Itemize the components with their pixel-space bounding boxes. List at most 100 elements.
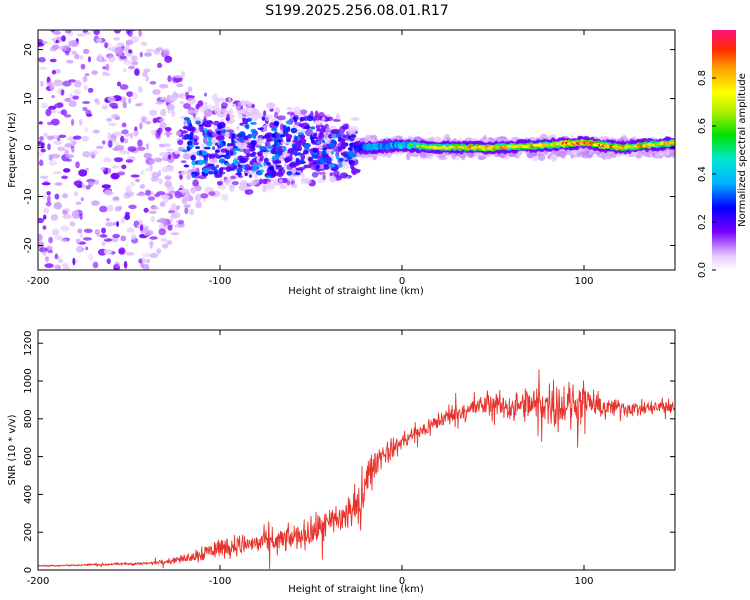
spectral-blob <box>122 101 127 109</box>
spectral-blob <box>179 101 185 105</box>
spectral-blob <box>38 233 43 242</box>
spectral-cluster <box>251 143 255 149</box>
spectral-blob <box>40 102 49 109</box>
spectral-cluster <box>290 127 298 134</box>
spectral-blob <box>279 123 285 131</box>
spectral-cluster <box>252 134 257 139</box>
spectral-blob <box>66 158 72 162</box>
spectral-blob <box>54 182 63 186</box>
spectral-blob <box>229 185 235 192</box>
colorbar-ticks: 0.0 0.2 0.4 0.6 0.8 <box>697 70 716 278</box>
spectral-blob <box>301 173 305 178</box>
spectral-cluster <box>274 141 278 147</box>
spectral-blob <box>107 47 115 51</box>
spectral-blob <box>86 113 93 117</box>
spectral-blob <box>121 129 129 134</box>
spectral-blob <box>101 241 106 247</box>
spectral-blob <box>192 165 196 171</box>
spectral-blob <box>96 38 103 43</box>
spectral-blob <box>99 205 108 213</box>
spectral-blob <box>156 47 164 52</box>
spectral-blob <box>62 214 72 220</box>
spectral-blob <box>286 180 291 186</box>
y-tick-label: 400 <box>23 485 34 504</box>
spectral-blob <box>311 171 319 178</box>
spectral-ridge <box>181 115 675 178</box>
spectral-blob <box>61 44 71 49</box>
spectral-blob <box>142 71 148 78</box>
spectral-cluster <box>265 134 271 138</box>
spectral-cluster <box>250 121 257 125</box>
x-tick-label: -200 <box>27 576 50 587</box>
spectral-blob <box>243 148 251 155</box>
spectral-cluster <box>207 132 212 137</box>
spectral-blob <box>113 30 121 34</box>
spectral-blob <box>87 56 92 63</box>
spectral-blob <box>159 201 166 207</box>
spectral-cluster <box>229 142 236 147</box>
spectral-blob <box>152 117 158 124</box>
spectral-blob <box>52 171 62 175</box>
spectral-blob <box>61 175 69 180</box>
spectral-blob <box>326 114 330 118</box>
spectral-blob <box>110 172 120 180</box>
spectral-cluster <box>282 127 288 133</box>
spectral-blob <box>162 198 169 203</box>
spectral-blob <box>101 104 109 110</box>
spectral-blob <box>105 63 110 71</box>
spectral-blob <box>131 233 137 241</box>
spectral-blob <box>175 130 182 136</box>
spectral-blob <box>65 23 70 28</box>
spectral-blob <box>123 59 132 66</box>
colorbar-label: Normalized spectral amplitude <box>737 73 748 227</box>
spectral-blob <box>208 191 216 197</box>
spectral-blob <box>134 126 138 131</box>
spectral-blob <box>86 178 96 183</box>
spectral-blob <box>187 97 196 105</box>
spectral-cluster <box>251 151 257 155</box>
spectral-cluster <box>321 150 327 156</box>
spectral-cluster <box>225 150 230 156</box>
y-tick-label: 1000 <box>23 368 34 393</box>
spectral-cluster <box>191 173 196 178</box>
spectral-cluster <box>328 163 336 168</box>
spectral-blob <box>42 207 50 214</box>
spectral-blob <box>106 258 111 265</box>
colorbar-tick-label: 0.8 <box>697 70 708 86</box>
spectral-cluster <box>231 137 235 143</box>
spectral-cluster <box>271 133 276 139</box>
spectral-cluster <box>237 155 244 161</box>
spectral-blob <box>82 48 90 55</box>
spectral-blob <box>139 122 143 130</box>
x-tick-label: -100 <box>209 276 232 287</box>
spectral-blob <box>62 168 71 173</box>
spectral-cluster <box>182 126 189 130</box>
spectral-cluster <box>193 138 198 143</box>
spectral-blob <box>60 225 70 232</box>
spectral-blob <box>81 247 85 251</box>
spectral-blob <box>329 172 333 177</box>
spectral-blob <box>187 169 197 173</box>
spectral-blob <box>62 80 72 87</box>
colorbar: 0.0 0.2 0.4 0.6 0.8 Normalized spectral ampl… <box>697 30 748 278</box>
spectral-cluster <box>208 154 212 159</box>
spectral-blob <box>64 114 72 118</box>
spectral-blob <box>168 94 177 103</box>
spectral-cluster <box>299 159 305 163</box>
spectral-cluster <box>275 133 280 137</box>
spectral-blob <box>82 237 92 241</box>
spectral-blob <box>202 198 207 203</box>
spectral-blob <box>94 229 101 236</box>
spectral-blob <box>293 106 301 113</box>
spectral-cluster <box>243 135 249 141</box>
spectral-blob <box>40 80 44 87</box>
spectral-blob <box>197 200 202 209</box>
spectral-blob <box>48 236 53 244</box>
spectral-blob <box>254 137 264 146</box>
spectral-cluster <box>247 133 253 139</box>
spectral-blob <box>183 103 191 109</box>
spectral-cluster <box>271 127 278 132</box>
spectral-blob <box>238 175 244 178</box>
spectral-cluster <box>259 169 264 173</box>
spectral-blob <box>248 181 257 186</box>
